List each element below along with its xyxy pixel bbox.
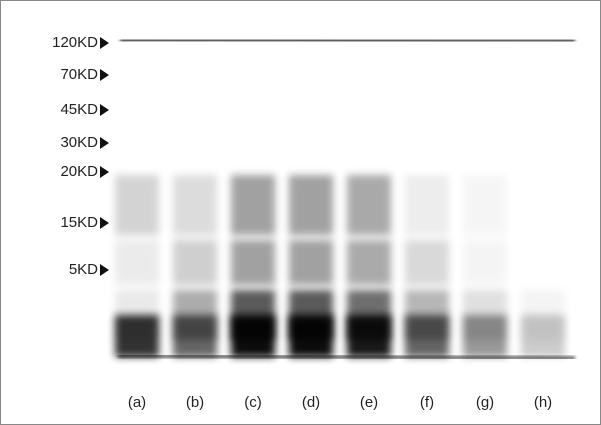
smear-bottom: [521, 315, 565, 357]
marker-label: 70KD: [60, 66, 98, 83]
smear-bottom: [347, 315, 391, 357]
marker-arrow: [100, 217, 109, 229]
smear-upper: [173, 175, 217, 235]
smear-mid: [405, 240, 449, 285]
lane-label: (h): [534, 394, 552, 411]
marker-arrow: [100, 104, 109, 116]
marker-arrow: [100, 69, 109, 81]
smear-upper: [405, 175, 449, 235]
lane-label: (g): [476, 394, 494, 411]
lane-labels: (a) (b) (c) (d) (e) (f) (g) (h): [128, 394, 552, 411]
smear-bottom: [463, 315, 507, 357]
smear-mid: [463, 240, 507, 285]
markers: 120KD 70KD 45KD 30KD 20KD 15KD 5KD: [52, 34, 109, 278]
marker-label: 20KD: [60, 163, 98, 180]
lane-label: (c): [244, 394, 262, 411]
marker-arrow: [100, 166, 109, 178]
lane-label: (b): [186, 394, 204, 411]
marker-arrow: [100, 264, 109, 276]
smear-upper: [347, 175, 391, 235]
lane-label: (a): [128, 394, 146, 411]
smear-mid: [347, 240, 391, 285]
smear-bottom: [173, 315, 217, 357]
lane-label: (d): [302, 394, 320, 411]
smear-upper: [115, 175, 159, 235]
smear-bottom: [115, 315, 159, 357]
smear-bottom: [231, 315, 275, 357]
marker-arrow: [100, 37, 109, 49]
smear-upper: [231, 175, 275, 235]
smear-mid: [231, 240, 275, 285]
marker-label: 120KD: [52, 34, 98, 51]
smear-mid: [115, 240, 159, 285]
smear-mid: [289, 240, 333, 285]
smear-upper: [289, 175, 333, 235]
smear-upper: [463, 175, 507, 235]
smear-mid: [173, 240, 217, 285]
lane-label: (e): [360, 394, 378, 411]
smear-bottom: [405, 315, 449, 357]
smear-bottom: [289, 315, 333, 357]
marker-label: 45KD: [60, 101, 98, 118]
top-band: [119, 38, 576, 43]
lane-label: (f): [420, 394, 434, 411]
marker-arrow: [100, 137, 109, 149]
marker-label: 30KD: [60, 134, 98, 151]
marker-label: 5KD: [69, 261, 98, 278]
marker-label: 15KD: [60, 214, 98, 231]
lane-smears: [115, 175, 565, 357]
